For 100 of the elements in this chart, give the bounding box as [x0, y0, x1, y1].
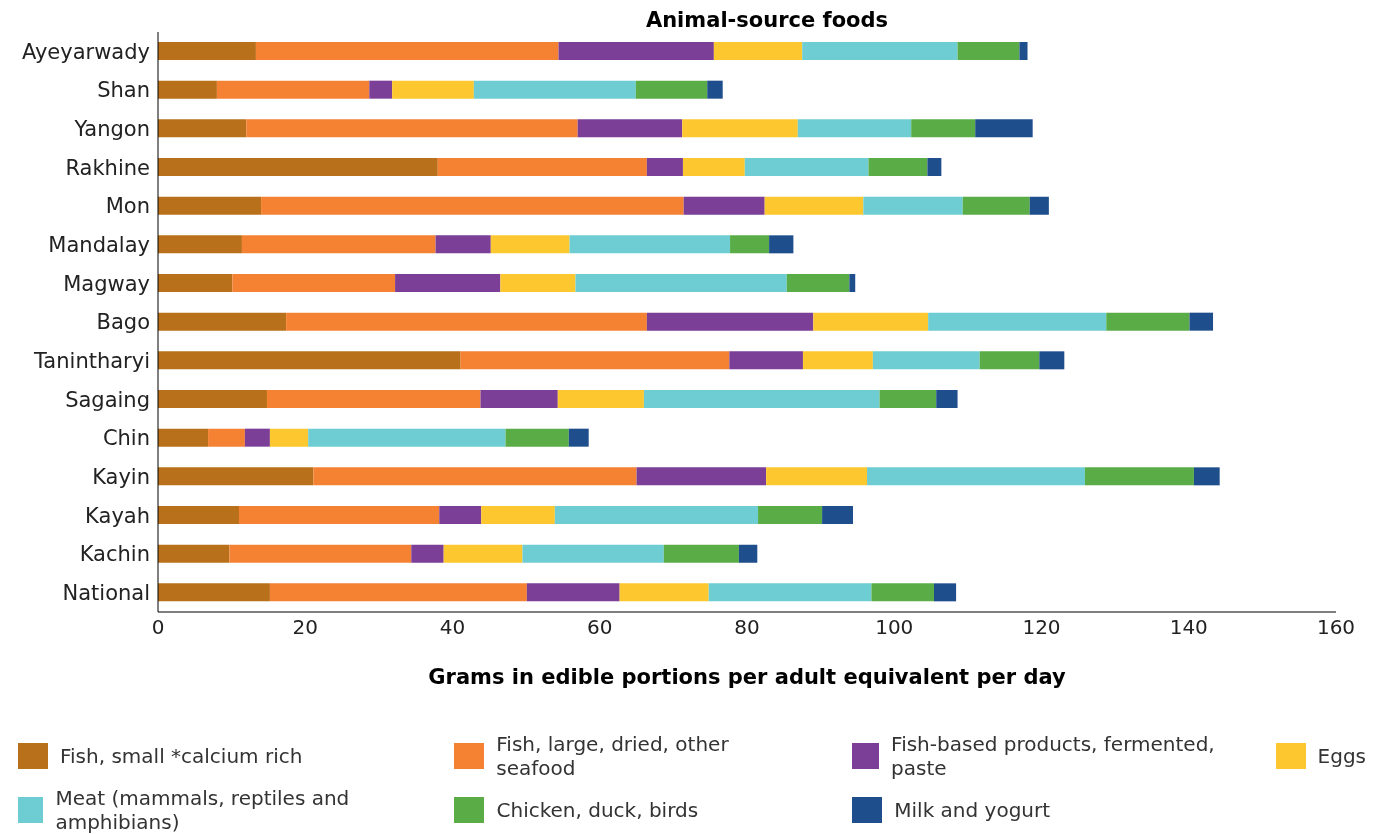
- x-tick-label: 40: [439, 615, 466, 640]
- bar: [936, 390, 958, 408]
- y-tick-label: Sagaing: [65, 387, 150, 412]
- bar: [480, 390, 558, 408]
- bar: [1106, 312, 1190, 331]
- x-tick-label: 120: [1022, 615, 1061, 640]
- bar: [871, 583, 935, 602]
- bar: [241, 235, 436, 254]
- bar: [481, 506, 555, 524]
- bar: [927, 158, 942, 176]
- bar: [738, 544, 758, 563]
- y-tick-label: Mon: [105, 194, 150, 219]
- bar: [646, 158, 683, 176]
- bar: [682, 119, 798, 138]
- bar: [158, 506, 239, 524]
- bar: [216, 80, 370, 99]
- bar: [286, 312, 647, 331]
- bar: [682, 158, 745, 176]
- bar: [575, 274, 787, 292]
- bar: [439, 506, 482, 524]
- bar: [813, 312, 929, 331]
- bar: [707, 80, 723, 99]
- bar: [246, 119, 578, 138]
- bar: [867, 467, 1085, 486]
- y-tick-label: Shan: [97, 78, 150, 103]
- bar: [158, 158, 438, 176]
- bar: [766, 467, 868, 486]
- bar: [526, 583, 620, 602]
- bar: [1039, 351, 1065, 370]
- bar: [646, 312, 814, 331]
- bar: [411, 544, 444, 563]
- bar: [369, 80, 393, 99]
- bar: [437, 158, 647, 176]
- bar: [208, 428, 245, 447]
- bar: [238, 506, 440, 524]
- bar: [266, 390, 481, 408]
- chart-title: Animal-source foods: [644, 8, 890, 32]
- legend-label: Fish, small *calcium rich: [60, 744, 303, 768]
- bar: [979, 351, 1040, 370]
- bar: [1084, 467, 1194, 486]
- bar: [872, 351, 980, 370]
- y-tick-label: Chin: [102, 426, 150, 451]
- bar: [313, 467, 637, 486]
- bar: [255, 42, 559, 60]
- bar: [730, 235, 770, 254]
- bar: [1029, 196, 1049, 215]
- bar: [505, 428, 569, 447]
- bar: [158, 196, 262, 215]
- x-tick-label: 100: [875, 615, 914, 640]
- bar: [934, 583, 957, 602]
- bar: [500, 274, 576, 292]
- legend-label: Fish-based products, fermented, paste: [891, 732, 1216, 780]
- bar: [269, 428, 309, 447]
- bar: [557, 390, 644, 408]
- bar: [229, 544, 412, 563]
- legend-label: Meat (mammals, reptiles and amphibians): [55, 786, 351, 834]
- bar: [619, 583, 709, 602]
- bar: [957, 42, 1020, 60]
- bar: [232, 274, 396, 292]
- bar: [443, 544, 523, 563]
- bar: [764, 196, 864, 215]
- y-tick-label: Yangon: [73, 117, 150, 142]
- bar: [635, 80, 708, 99]
- bar: [683, 196, 765, 215]
- bar: [158, 544, 230, 563]
- bar: [158, 235, 242, 254]
- bar: [758, 506, 823, 524]
- bar: [158, 428, 209, 447]
- y-tick-label: Magway: [63, 271, 150, 296]
- y-tick-label: Mandalay: [48, 233, 150, 258]
- bar: [568, 428, 589, 447]
- legend-label: Fish, large, dried, other seafood: [496, 732, 730, 780]
- x-tick-label: 60: [587, 615, 613, 640]
- bar: [577, 119, 683, 138]
- y-tick-label: Ayeyarwady: [21, 39, 150, 64]
- bar: [244, 428, 270, 447]
- bar: [158, 390, 267, 408]
- bar: [802, 42, 958, 60]
- bar: [554, 506, 759, 524]
- bar: [158, 351, 461, 370]
- legend-label: Chicken, duck, birds: [496, 798, 699, 822]
- bar: [269, 583, 527, 602]
- x-tick-label: 160: [1316, 615, 1356, 640]
- y-tick-label: National: [62, 581, 150, 606]
- x-tick-label: 140: [1169, 615, 1208, 640]
- bar: [769, 235, 794, 254]
- bar: [911, 119, 976, 138]
- bar: [158, 80, 217, 99]
- bar: [786, 274, 850, 292]
- y-tick-label: Bago: [96, 310, 150, 335]
- y-tick-label: Kayin: [92, 465, 150, 490]
- y-tick-label: Kayah: [85, 503, 150, 528]
- bar: [643, 390, 880, 408]
- bar: [797, 119, 912, 138]
- bar: [395, 274, 501, 292]
- bar: [863, 196, 963, 215]
- y-tick-label: Tanintharyi: [33, 349, 150, 374]
- bar: [636, 467, 767, 486]
- bar: [460, 351, 730, 370]
- bar: [558, 42, 714, 60]
